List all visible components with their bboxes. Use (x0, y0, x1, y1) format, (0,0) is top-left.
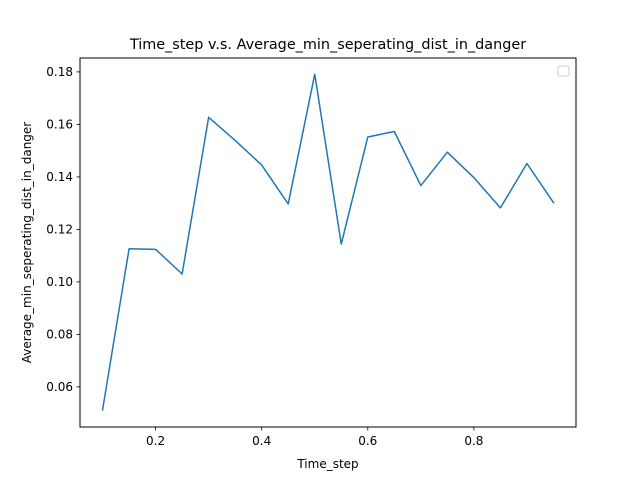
series-group (101, 73, 555, 411)
y-axis-label: Average_min_seperating_dist_in_danger (20, 122, 34, 364)
plot-background (80, 58, 576, 427)
plot-area (79, 57, 577, 428)
y-tick-label: 0.10 (46, 275, 73, 289)
x-tick-label: 0.6 (358, 434, 377, 448)
y-tick-label: 0.18 (46, 65, 73, 79)
series-line (101, 73, 555, 411)
y-tick-label: 0.16 (46, 117, 73, 131)
y-tick-label: 0.14 (46, 170, 73, 184)
y-tick-label: 0.12 (46, 222, 73, 236)
x-axis: 0.2 0.4 0.6 0.8 (146, 427, 483, 448)
legend-box (557, 65, 570, 77)
y-tick-label: 0.06 (46, 380, 73, 394)
x-axis-label: Time_step (296, 457, 358, 471)
plot-frame (79, 57, 577, 428)
x-tick-label: 0.2 (146, 434, 165, 448)
chart-title: Time_step v.s. Average_min_seperating_di… (129, 37, 526, 53)
y-axis: 0.06 0.08 0.10 0.12 0.14 0.16 0.18 (46, 65, 80, 394)
x-tick-label: 0.4 (252, 434, 271, 448)
x-tick-label: 0.8 (464, 434, 483, 448)
y-tick-label: 0.08 (46, 327, 73, 341)
